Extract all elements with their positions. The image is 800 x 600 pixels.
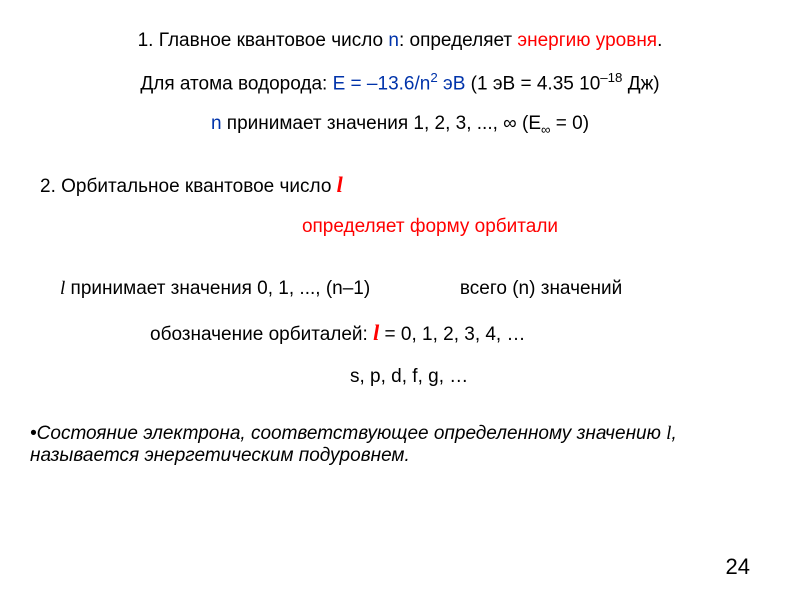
l9-a: Состояние электрона, соответствующее опр… — [37, 423, 667, 444]
line-7: обозначение орбиталей: l = 0, 1, 2, 3, 4… — [30, 320, 770, 346]
line-4: 2. Орбитальное квантовое число l — [30, 172, 770, 198]
l1-a: 1. Главное квантовое число — [138, 30, 389, 51]
l3-a: принимает значения 1, 2, 3, ..., ∞ (E — [222, 113, 541, 134]
l2-d: (1 эВ = 4.35 10 — [465, 73, 600, 94]
line-8: s, p, d, f, g, … — [30, 366, 770, 388]
l2-a: Для атома водорода: — [140, 73, 332, 94]
page-number: 24 — [726, 554, 750, 580]
l2-e: Дж) — [622, 73, 659, 94]
l6-b: всего (n) значений — [460, 278, 622, 299]
line-1: 1. Главное квантовое число n: определяет… — [30, 30, 770, 52]
l1-n: n — [388, 30, 399, 51]
l2-exp: 2 — [430, 70, 437, 85]
l4-l: l — [337, 172, 343, 197]
line-6: l принимает значения 0, 1, ..., (n–1) вс… — [30, 278, 770, 300]
line-2: Для атома водорода: E = –13.6/n2 эВ (1 э… — [30, 70, 770, 95]
l1-b: : определяет — [399, 30, 517, 51]
l7-a: обозначение орбиталей: — [150, 324, 373, 345]
l2-b: E = –13.6/n — [333, 73, 431, 94]
l1-d: . — [657, 30, 662, 51]
l1-c: энергию уровня — [517, 30, 657, 51]
l4-a: 2. Орбитальное квантовое число — [40, 176, 337, 197]
l6-a: принимает значения 0, 1, ..., (n–1) — [65, 278, 370, 299]
l7-b: = 0, 1, 2, 3, 4, … — [379, 324, 525, 345]
l3-b: = 0) — [550, 113, 589, 134]
line-3: n принимает значения 1, 2, 3, ..., ∞ (E∞… — [30, 113, 770, 137]
l2-c: эВ — [438, 73, 466, 94]
line-5: определяет форму орбитали — [30, 216, 770, 238]
bullet-icon: • — [30, 423, 37, 444]
l6-gap — [370, 278, 460, 299]
l2-exp2: –18 — [600, 70, 622, 85]
line-9: •Состояние электрона, соответствующее оп… — [30, 423, 770, 467]
l3-n: n — [211, 113, 222, 134]
